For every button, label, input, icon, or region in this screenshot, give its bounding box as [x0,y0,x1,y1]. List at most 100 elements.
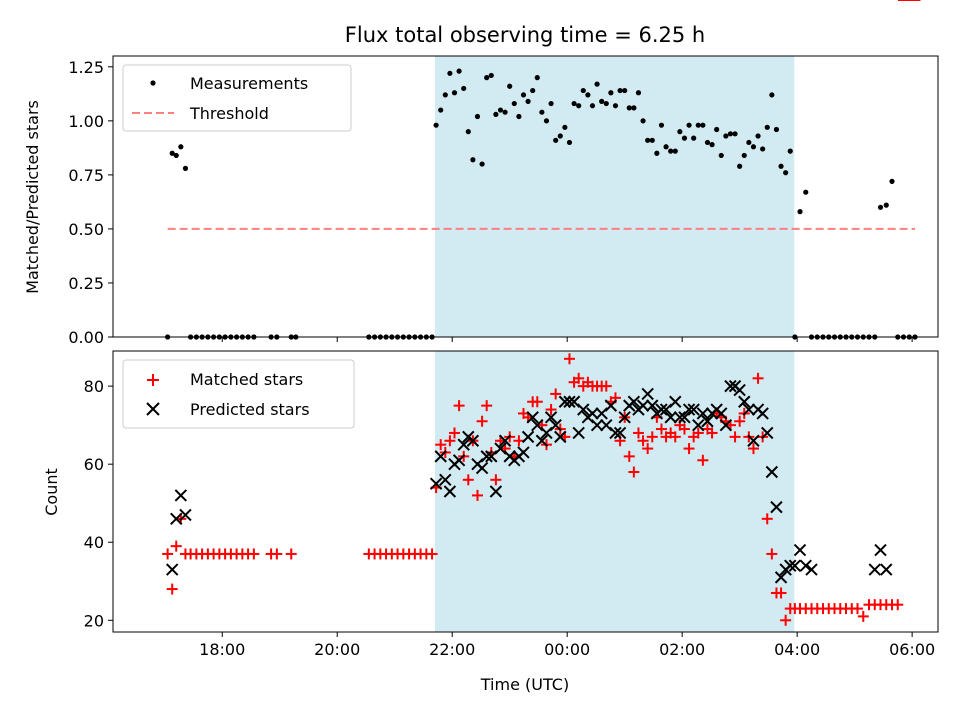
predicted-stars-point [692,418,705,432]
matched-stars-point [852,603,864,615]
matched-stars-point [669,431,681,443]
measurements-point [718,152,724,159]
measurements-point [723,133,729,139]
measurements-point [695,122,701,128]
measurements-point [704,139,711,146]
x-tick-label: 00:00 [544,640,590,659]
measurements-point [585,92,591,98]
matched-stars-point [453,400,465,412]
bottom-legend: Matched stars Predicted stars [122,359,355,429]
measurements-point [677,129,683,135]
predicted-stars-point [799,559,812,572]
predicted-stars-point [179,508,192,522]
measurements-point [502,109,508,115]
measurements-point [691,135,697,141]
measurements-point [741,152,747,159]
measurements-point [635,90,642,96]
top-y-tick-label: 0.25 [68,274,104,293]
measurements-point [877,204,884,210]
measurements-point [589,103,596,109]
measurements-point [645,137,651,143]
predicted-stars-point [747,434,760,447]
predicted-stars-point [489,485,503,498]
bottom-y-tick-label: 20 [84,611,104,630]
predicted-stars-point [429,477,443,490]
predicted-stars-point [618,411,631,424]
matched-stars-point [637,435,649,447]
matched-stars-point [545,404,557,416]
bottom-y-axis-label: Count [42,468,61,516]
measurements-point [594,81,600,87]
measurements-point [507,83,513,89]
bottom-legend-box [122,359,355,429]
matched-stars-point [683,443,695,455]
measurements-point [803,189,809,195]
predicted-stars-point [443,485,457,498]
measurements-point [497,107,504,113]
measurements-point [447,70,453,76]
measurements-point [173,152,179,159]
predicted-stars-point [788,559,802,572]
matched-stars-point [248,548,260,560]
measurements-point [714,126,720,133]
measurements-point [709,142,715,148]
measurements-point [553,137,559,143]
predicted-stars-point [774,571,788,584]
matched-stars-point [563,353,575,365]
measurements-point [737,163,743,169]
matched-stars-point [490,474,502,486]
x-axis-label: Time (UTC) [480,675,569,694]
top-y-tick-label: 0.75 [68,166,104,185]
measurements-point [580,87,586,94]
x-tick-label: 22:00 [429,640,475,659]
measurements-point [889,178,895,184]
x-tick-label: 20:00 [314,640,360,659]
matched-stars-point [761,513,773,525]
measurements-point [797,209,803,215]
predicted-stars-point [475,461,489,475]
chart-title: Flux total observing time = 6.25 h [345,23,705,47]
x-tick-label: 04:00 [774,640,820,659]
measurements-point [755,133,761,139]
matched-stars-point [747,443,759,455]
matched-stars-point [892,599,904,611]
top-legend: Measurements Threshold [122,64,352,132]
matched-stars-point [857,610,869,622]
measurements-point [626,105,632,111]
predicted-stars-point [641,387,654,401]
predicted-stars-point [756,407,769,420]
measurements-point [686,122,692,128]
matched-stars-point [573,372,585,384]
predicted-stars-point [687,403,700,416]
matched-stars-point [471,489,483,501]
matched-stars-point [166,583,178,595]
predicted-stars-point [701,415,714,428]
top-y-tick-label: 1.25 [68,58,104,77]
predicted-stars-point [434,450,447,463]
matched-stars-point [600,380,612,392]
measurements-point [470,157,476,163]
measurements-point [612,103,619,109]
predicted-stars-point [669,395,682,408]
predicted-stars-point [604,399,618,412]
matched-stars-point [706,427,718,439]
legend-measurements-marker [150,80,156,86]
matched-stars-point [448,427,460,439]
measurements-point [663,144,669,150]
measurements-point [484,75,490,81]
measurements-point [562,124,568,130]
predicted-stars-point [521,430,535,444]
predicted-stars-point [586,407,599,420]
measurements-point [516,113,522,120]
x-tick-label: 06:00 [889,640,935,659]
measurements-point [479,161,485,167]
matched-stars-point [170,540,182,552]
measurements-point [557,133,563,139]
measurements-point [750,144,757,150]
matched-stars-point [780,614,792,626]
matched-stars-point [623,450,635,462]
matched-stars-point [481,400,493,412]
matched-stars-point [642,443,654,455]
top-y-tick-label: 1.00 [68,112,104,131]
top-legend-box [122,64,352,132]
